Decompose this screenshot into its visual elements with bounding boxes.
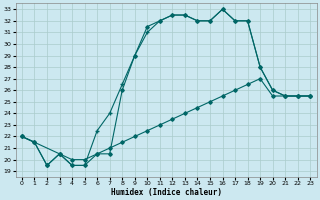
X-axis label: Humidex (Indice chaleur): Humidex (Indice chaleur)	[111, 188, 221, 197]
